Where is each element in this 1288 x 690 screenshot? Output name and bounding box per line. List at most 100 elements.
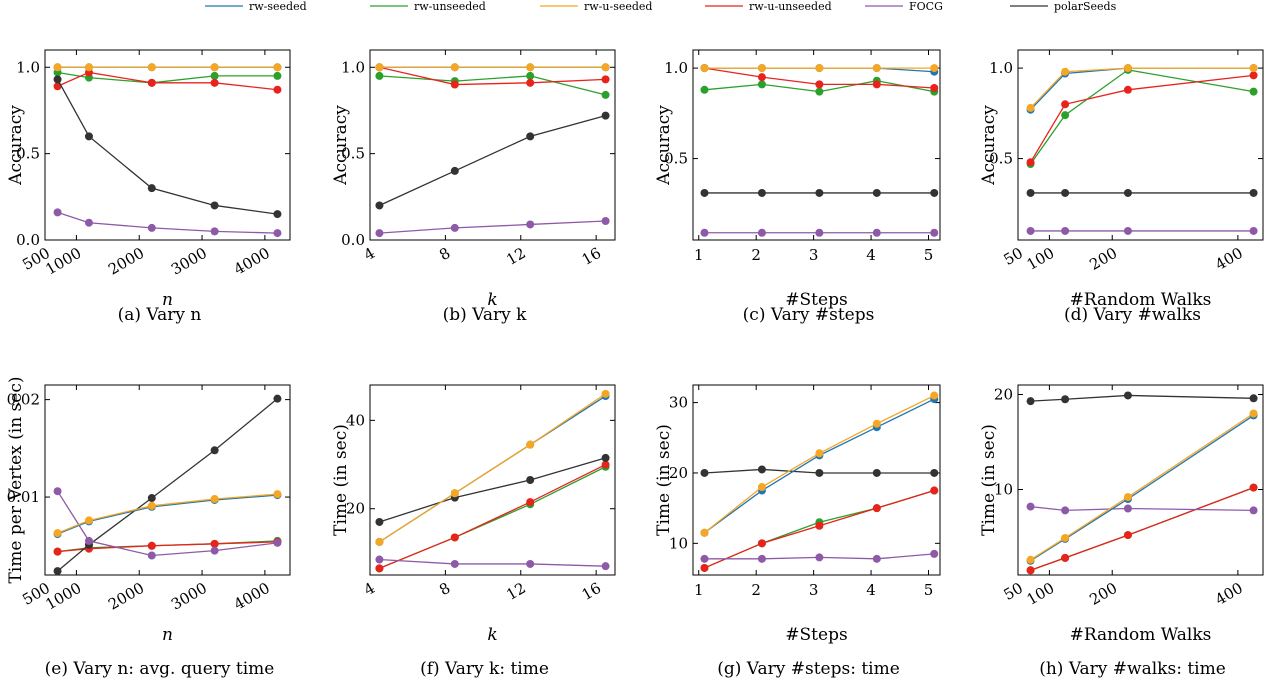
legend-label: polarSeeds [1054, 0, 1117, 13]
x-tick-label: 5 [924, 246, 934, 264]
panel-caption: (g) Vary #steps: time [717, 659, 900, 679]
y-axis-label: Accuracy [6, 105, 26, 186]
data-point [872, 504, 881, 513]
data-point [147, 78, 156, 87]
panel-caption: (h) Vary #walks: time [1039, 659, 1226, 679]
data-point [872, 468, 881, 477]
data-point [757, 539, 766, 548]
data-point [210, 495, 219, 503]
data-point [700, 528, 709, 537]
data-point [526, 78, 535, 87]
x-tick-label: 12 [503, 244, 529, 269]
data-point [1249, 483, 1258, 492]
y-axis-label: Accuracy [979, 105, 999, 186]
x-tick-label: 2 [751, 246, 761, 264]
y-tick-label: 1.0 [989, 59, 1013, 77]
data-point [147, 541, 156, 550]
data-point [450, 559, 459, 568]
data-point [1061, 506, 1070, 515]
panel-c: 1 2 3 4 5 0.5 1.0 #Steps Accuracy (c) Vary #steps [654, 49, 941, 325]
data-point [601, 111, 610, 120]
series-line [379, 393, 606, 543]
legend-entry-rw-seeded: rw-seeded [205, 0, 307, 13]
x-tick-label: 16 [579, 579, 605, 604]
data-point [700, 554, 709, 563]
plot-frame [44, 49, 291, 241]
x-tick-label: 16 [579, 244, 605, 269]
data-point [601, 63, 610, 72]
series-line [1030, 414, 1254, 562]
series-FOCG [375, 217, 610, 238]
data-point [450, 533, 459, 542]
data-point [53, 487, 62, 496]
data-point [450, 80, 459, 89]
series-rw-unseeded [1026, 483, 1258, 575]
data-point [147, 501, 156, 510]
data-point [601, 217, 610, 225]
legend: rw-seeded rw-unseeded rw-u-seeded rw-u-unse… [205, 0, 1117, 13]
data-point [757, 73, 766, 82]
data-point [1061, 188, 1070, 197]
data-point [84, 218, 93, 227]
x-tick-label: 50 [1000, 244, 1026, 269]
data-point [147, 184, 156, 193]
data-point [815, 449, 824, 458]
plot-frame [369, 384, 616, 576]
data-point [147, 63, 156, 72]
series-FOCG [700, 549, 939, 563]
data-point [375, 564, 384, 573]
y-tick-label: 20 [346, 500, 365, 518]
data-point [872, 188, 881, 197]
series-rw-u-unseeded [375, 460, 610, 573]
data-point [210, 227, 219, 236]
data-point [601, 562, 610, 571]
data-point [84, 63, 93, 72]
data-point [930, 468, 939, 477]
data-point [1249, 64, 1258, 73]
series-rw-unseeded [1026, 65, 1258, 168]
data-point [1026, 226, 1035, 235]
data-point [1061, 553, 1070, 562]
series-line [1030, 67, 1254, 109]
data-point [53, 529, 62, 538]
data-point [815, 64, 824, 73]
data-point [872, 228, 881, 237]
data-point [815, 468, 824, 477]
series-rw-u-unseeded [1026, 71, 1258, 167]
data-point [872, 80, 881, 89]
panel-caption: (d) Vary #walks [1064, 305, 1201, 325]
data-point [872, 419, 881, 428]
y-tick-label: 10 [669, 534, 688, 552]
data-point [53, 63, 62, 72]
data-point [273, 538, 282, 547]
series-line [1030, 394, 1254, 402]
x-axis-label: k [487, 625, 497, 645]
legend-label: rw-unseeded [414, 0, 486, 13]
data-point [1026, 555, 1035, 564]
data-point [526, 220, 535, 229]
series-rw-seeded [53, 491, 282, 539]
series-line [379, 220, 606, 234]
data-point [273, 490, 282, 499]
x-axis-label: #Steps [785, 625, 847, 645]
data-point [273, 210, 282, 219]
plot-frame [1017, 384, 1264, 576]
series-rw-u-seeded [700, 391, 939, 537]
x-tick-label: 4 [361, 579, 378, 599]
legend-entry-rw-u-seeded: rw-u-seeded [540, 0, 652, 13]
data-point [450, 223, 459, 232]
x-tick-label: 400 [1212, 579, 1246, 609]
x-tick-label: 3 [809, 581, 819, 599]
series-FOCG [1026, 502, 1258, 515]
series-line [379, 66, 606, 86]
data-point [1061, 100, 1070, 109]
x-tick-label: 1 [694, 246, 704, 264]
data-point [601, 460, 610, 469]
data-point [526, 476, 535, 484]
data-point [375, 555, 384, 564]
panel-g: 1 2 3 4 5 10 20 30 #Steps Time (in sec) (g) Vary #… [654, 384, 941, 679]
data-point [815, 521, 824, 530]
series-rw-u-seeded [700, 64, 939, 73]
data-point [872, 554, 881, 563]
